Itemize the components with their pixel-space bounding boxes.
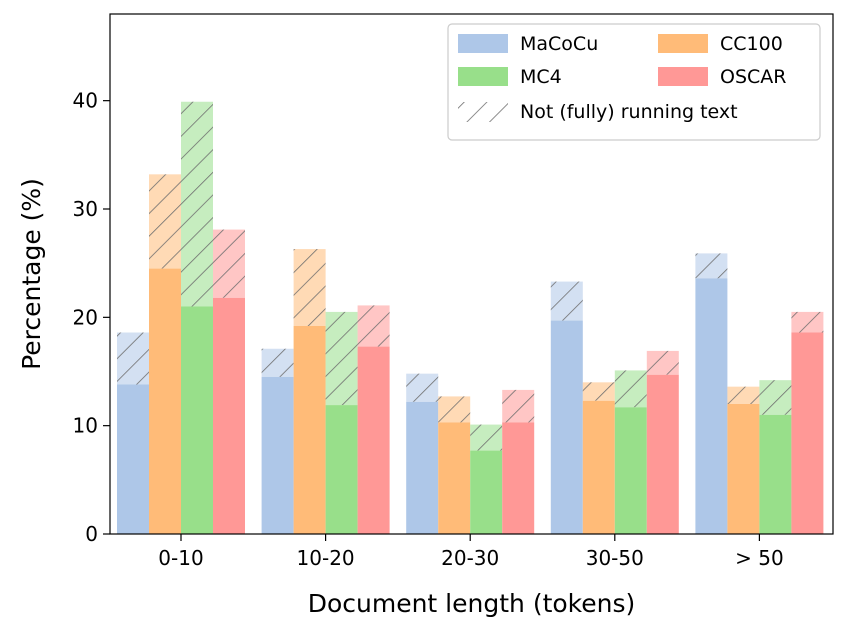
bar-hatch-macocu-0-10	[117, 332, 149, 385]
bar-oscar-running-30-50	[646, 374, 679, 534]
bars-layer	[117, 101, 824, 534]
legend: MaCoCu CC100 MC4 OSCAR Not (fully) running t…	[447, 23, 821, 141]
bar-macocu-running-30-50	[550, 320, 583, 534]
legend-swatch-mc4	[458, 67, 508, 86]
bar-cc100-running-10-20	[293, 326, 326, 534]
x-tick-label: 10-20	[297, 546, 355, 570]
bar-hatch-oscar-30-50	[646, 350, 679, 375]
bar-hatch-macocu-30-50	[550, 281, 583, 321]
legend-label-macocu: MaCoCu	[520, 33, 598, 55]
plot-frame	[109, 13, 834, 535]
legend-label-cc100: CC100	[720, 33, 783, 55]
bar-hatch-mc4-30-50	[614, 370, 647, 408]
bar-hatch-mc4-20-30	[470, 424, 503, 451]
legend-label-oscar: OSCAR	[720, 66, 786, 88]
bar-mc4-running-50	[759, 414, 792, 534]
bar-mc4-running-30-50	[614, 407, 647, 534]
x-tick-label: 20-30	[441, 546, 499, 570]
bar-mc4-running-0-10	[181, 306, 213, 534]
bar-hatch-macocu-50	[695, 253, 728, 279]
bar-oscar-running-20-30	[502, 422, 535, 534]
bar-oscar-running-0-10	[213, 297, 245, 534]
bar-macocu-running-0-10	[117, 384, 149, 534]
x-axis: 0-10 10-20 20-30 30-50 > 50	[158, 534, 784, 570]
legend-label-not-running-text: Not (fully) running text	[520, 101, 738, 123]
x-tick-label: 0-10	[158, 546, 203, 570]
y-tick-label: 0	[85, 522, 98, 546]
bar-cc100-running-20-30	[438, 422, 471, 534]
legend-swatch-cc100	[658, 34, 708, 53]
bar-oscar-running-50	[791, 332, 824, 534]
bar-mc4-running-20-30	[470, 450, 503, 534]
x-tick-label: 30-50	[586, 546, 644, 570]
bar-cc100-running-50	[727, 404, 760, 534]
x-axis-title: Document length (tokens)	[308, 589, 636, 618]
bar-oscar-running-10-20	[357, 346, 390, 534]
y-tick-label: 40	[73, 89, 98, 113]
bar-hatch-oscar-10-20	[357, 305, 390, 347]
bar-hatch-cc100-10-20	[293, 249, 326, 326]
bar-hatch-macocu-10-20	[261, 348, 294, 377]
legend-swatch-oscar	[658, 67, 708, 86]
bar-cc100-running-0-10	[149, 268, 181, 534]
bar-hatch-macocu-20-30	[406, 373, 439, 402]
y-tick-label: 20	[73, 305, 98, 329]
bar-hatch-cc100-30-50	[582, 382, 615, 401]
bar-hatch-mc4-0-10	[181, 101, 213, 307]
bar-hatch-oscar-20-30	[502, 389, 535, 423]
bar-hatch-cc100-20-30	[438, 396, 471, 423]
bar-hatch-oscar-50	[791, 311, 824, 333]
x-tick-label: > 50	[735, 546, 784, 570]
bar-macocu-running-50	[695, 278, 728, 534]
bar-macocu-running-10-20	[261, 376, 294, 534]
legend-swatch-hatch	[458, 102, 508, 122]
y-axis-title: Percentage (%)	[17, 178, 46, 370]
bar-cc100-running-30-50	[582, 400, 615, 534]
bar-hatch-mc4-50	[759, 380, 792, 415]
legend-box	[447, 23, 821, 141]
y-tick-label: 30	[73, 197, 98, 221]
y-tick-label: 10	[73, 414, 98, 438]
y-axis: 0 10 20 30 40	[73, 89, 110, 546]
legend-swatch-macocu	[458, 34, 508, 53]
legend-label-mc4: MC4	[520, 66, 562, 88]
bar-hatch-oscar-0-10	[213, 229, 245, 298]
bar-mc4-running-10-20	[325, 405, 358, 534]
bar-hatch-cc100-50	[727, 386, 760, 404]
bar-hatch-mc4-10-20	[325, 311, 358, 406]
bar-macocu-running-20-30	[406, 401, 439, 534]
bar-hatch-cc100-0-10	[149, 174, 181, 269]
